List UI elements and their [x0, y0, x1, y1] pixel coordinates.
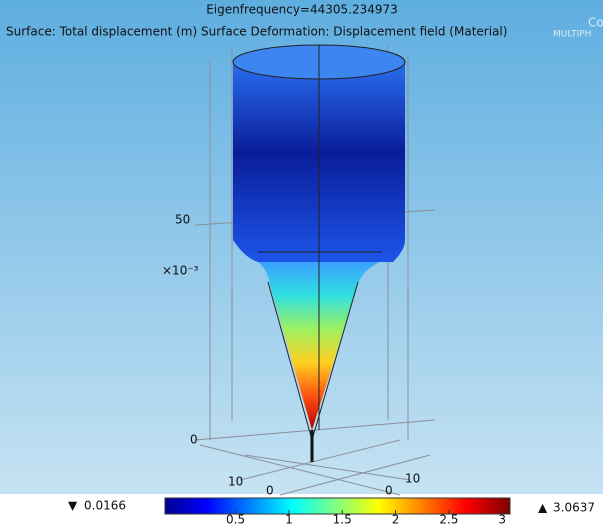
- axis-label: 0: [266, 484, 274, 498]
- colorbar-min-icon: ▼: [68, 499, 78, 513]
- colorbar-tick-label: 0.5: [226, 513, 245, 527]
- axis-label: ×10⁻³: [162, 264, 199, 278]
- axis-label: 0: [190, 433, 198, 447]
- colorbar-max: 3.0637: [553, 501, 595, 515]
- axis-label: 10: [228, 475, 243, 489]
- axis-label: 50: [175, 213, 190, 227]
- colorbar-tick-label: 1: [285, 513, 293, 527]
- colorbar-max-icon: ▲: [538, 501, 548, 515]
- axis-label: 10: [405, 472, 420, 486]
- colorbar-tick-label: 3: [498, 513, 506, 527]
- colorbar-tick-label: 1.5: [333, 513, 352, 527]
- colorbar-min: 0.0166: [84, 499, 126, 513]
- watermark: Co: [588, 16, 603, 30]
- colorbar-tick-label: 2: [392, 513, 400, 527]
- subtitle: Surface: Total displacement (m) Surface …: [6, 25, 507, 39]
- viewport: Eigenfrequency=44305.234973 Surface: Tot…: [0, 0, 603, 527]
- title: Eigenfrequency=44305.234973: [206, 3, 398, 17]
- axis-label: 0: [385, 484, 393, 498]
- colorbar-tick-label: 2.5: [439, 513, 458, 527]
- watermark: MULTIPH: [553, 30, 591, 40]
